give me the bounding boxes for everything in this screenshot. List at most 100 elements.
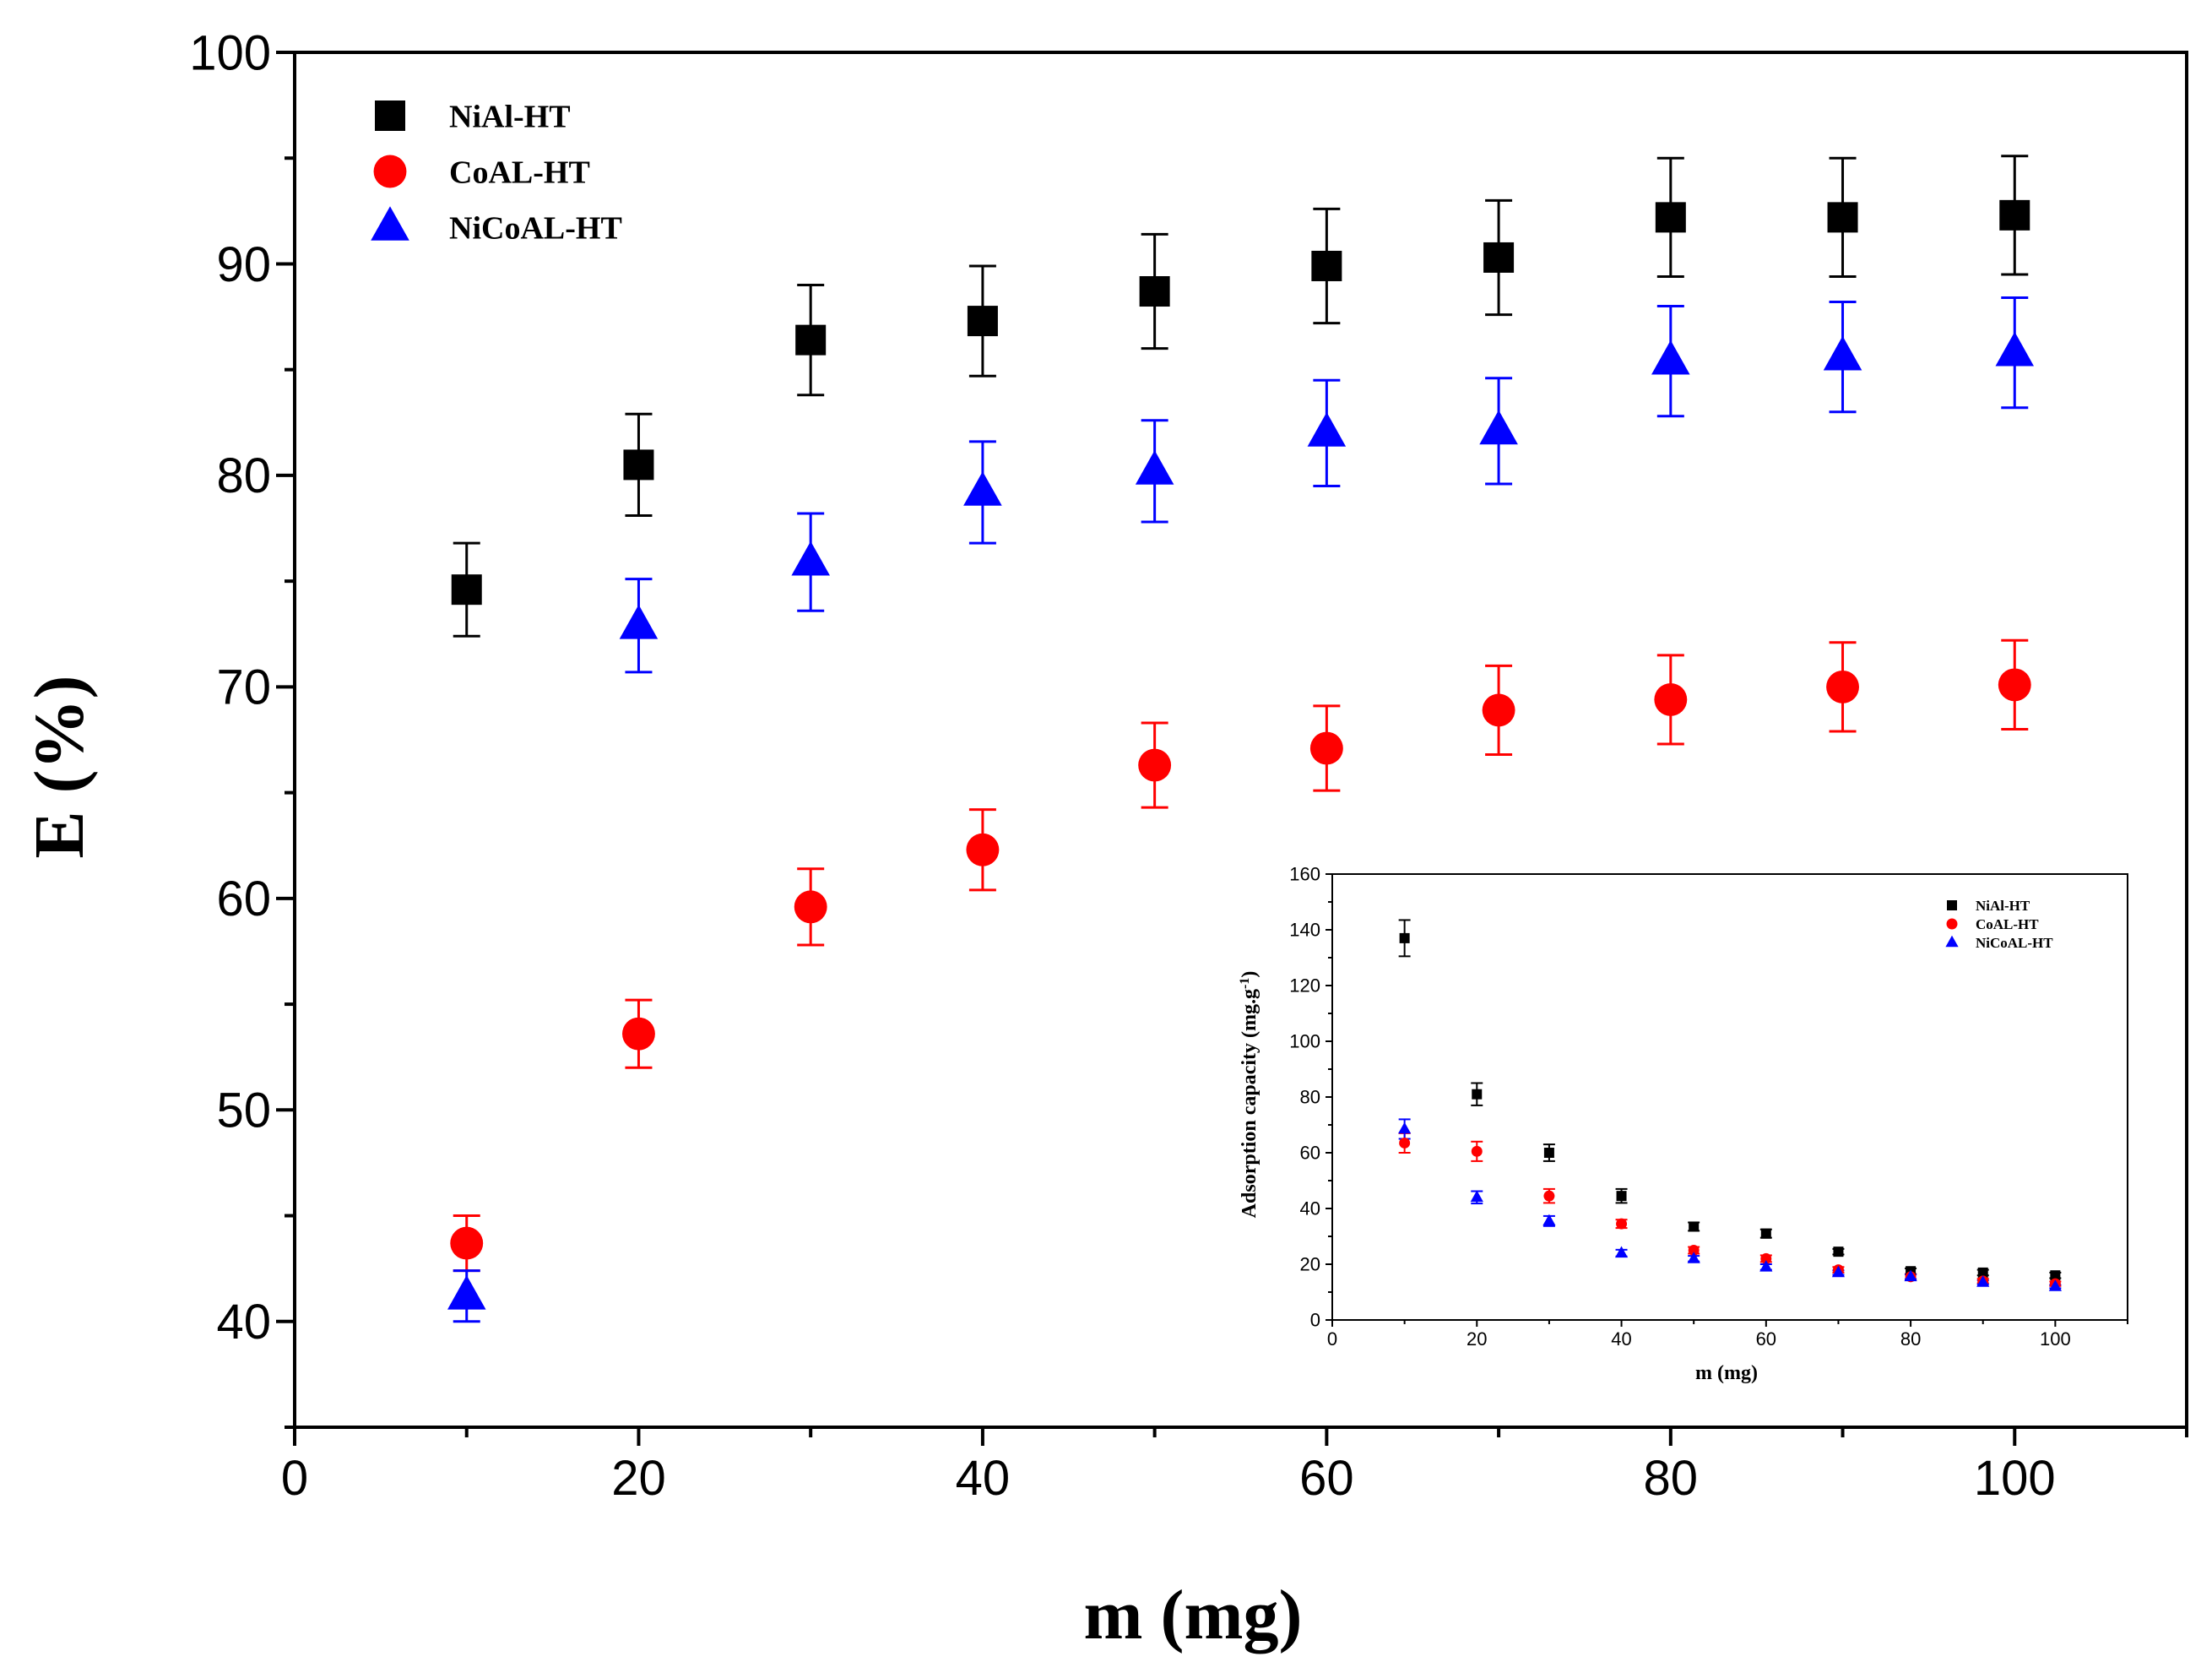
inset-nial-ht-point [2050,1270,2061,1281]
inset-x-tick-label: 0 [1327,1328,1337,1350]
inset-nicoal-ht-legend-label: NiCoAL-HT [1976,935,2053,951]
inset-legend: NiAl-HT CoAL-HT NiCoAL-HT [1945,898,2053,951]
main-y-tick-label: 90 [216,237,271,292]
main-x-axis-label: m (mg) [1084,1576,1303,1654]
main-axes [293,51,2188,1429]
inset-x-tick-label: 60 [1756,1328,1776,1350]
inset-nial-ht-legend-label: NiAl-HT [1976,898,2030,914]
inset-coal-ht-point [1399,1137,1411,1149]
inset-x-tick-label: 100 [2040,1328,2071,1350]
inset-nicoal-ht-point [1470,1190,1483,1203]
inset-nicoal-ht-point [2048,1279,2062,1291]
main-coal-ht-point [966,833,1000,866]
main-nicoal-ht-legend-label: NiCoAL-HT [449,210,622,246]
main-coal-ht-point [1654,682,1688,716]
main-legend: NiAl-HT CoAL-HT NiCoAL-HT [371,99,622,246]
inset-coal-ht-point [1616,1218,1628,1230]
inset-nicoal-ht-legend-marker [1945,935,1959,948]
main-nicoal-ht-point [619,605,659,639]
main-nial-ht-point [967,306,998,337]
inset-errorbars [1398,919,2062,1290]
inset-y-tick-label: 40 [1300,1198,1320,1219]
main-x-tick-label: 40 [956,1451,1011,1506]
inset-x-axis-label: m (mg) [1695,1362,1758,1384]
main-plot: 0 20 40 60 80 100 40 50 60 70 80 90 100 NiAl-HT CoAL-… [20,25,2188,1654]
inset-nial-ht-point [1689,1221,1700,1232]
main-nial-ht-legend-marker [375,100,405,131]
main-nial-ht-point [1311,250,1342,281]
inset-nicoal-ht-point [1904,1269,1917,1282]
inset-nicoal-ht-point [1976,1275,1990,1287]
inset-y-axis-label-superscript: -1 [1238,978,1252,989]
main-nicoal-ht-point [1995,331,2034,367]
inset-nial-ht-point [1833,1246,1844,1257]
inset-coal-ht-point [1760,1252,1772,1264]
main-nial-ht-legend-label: NiAl-HT [449,99,571,134]
main-nial-ht-point [1655,202,1686,233]
main-plot-frame [293,51,2188,1429]
inset-nicoal-ht-point [1398,1122,1412,1134]
inset-nicoal-ht-point [1759,1260,1773,1272]
inset-y-axis-label-close: ) [1239,971,1261,978]
main-nicoal-ht-legend-marker [371,206,409,241]
main-nicoal-ht-point [963,471,1002,506]
main-y-tick-label: 100 [189,25,271,80]
inset-y-axis-label: Adsorption capacity (mg.g-1) [1238,971,1261,1219]
main-y-tick-label: 40 [216,1295,271,1350]
main-nial-ht-point [623,449,654,481]
main-nial-ht-point [1999,199,2030,231]
main-nial-ht-point [451,574,482,606]
inset-coal-ht-point [1688,1245,1700,1256]
inset-nicoal-ht-point [1831,1265,1845,1278]
inset-nial-ht-point [1977,1267,1988,1278]
main-coal-ht-point [1482,693,1515,727]
inset-x-tick-label: 20 [1467,1328,1487,1350]
main-x-tick-label: 0 [281,1451,308,1506]
main-coal-ht-point [1826,670,1859,703]
inset-coal-ht-point [1543,1190,1555,1202]
main-coal-ht-legend-marker [373,155,407,188]
main-y-tick-label: 70 [216,660,271,715]
inset-nial-ht-point [1616,1191,1627,1202]
main-nial-ht-point [1827,202,1858,233]
inset-nial-ht-point [1543,1148,1554,1158]
inset-markers [1398,932,2062,1291]
inset-y-tick-label: 80 [1300,1087,1320,1108]
inset-y-tick-label: 160 [1289,864,1320,885]
inset-plot: 0 20 40 60 80 100 0 20 40 60 80 100 120 140 160 NiAl-H… [1238,864,2128,1384]
inset-x-tick-label: 80 [1900,1328,1921,1350]
inset-coal-ht-legend-label: CoAL-HT [1976,916,2039,932]
main-coal-ht-point [622,1017,655,1051]
inset-y-tick-label: 60 [1300,1143,1320,1164]
main-y-tick-label: 50 [216,1084,271,1138]
inset-nial-ht-point [1472,1089,1483,1100]
main-coal-ht-point [1138,748,1172,782]
main-y-tick-label: 60 [216,872,271,926]
inset-nial-ht-legend-marker [1947,900,1957,910]
main-nial-ht-point [1483,242,1515,273]
main-coal-ht-point [450,1226,484,1260]
inset-coal-ht-legend-marker [1946,918,1958,930]
main-y-axis-label: E (%) [20,676,99,859]
inset-y-tick-label: 140 [1289,920,1320,941]
main-x-tick-label: 80 [1644,1451,1699,1506]
main-y-tick-label: 80 [216,448,271,503]
main-coal-ht-point [1998,668,2031,702]
main-ticks: 0 20 40 60 80 100 40 50 60 70 80 90 100 [189,25,2188,1506]
inset-nial-ht-point [1399,932,1410,943]
inset-y-tick-label: 120 [1289,975,1320,997]
inset-x-tick-label: 40 [1611,1328,1631,1350]
inset-y-tick-label: 0 [1310,1310,1320,1331]
main-x-tick-label: 20 [611,1451,666,1506]
main-x-tick-label: 60 [1299,1451,1354,1506]
main-nicoal-ht-point [1823,335,1862,371]
main-coal-ht-point [794,890,827,924]
inset-y-tick-label: 100 [1289,1031,1320,1052]
main-nicoal-ht-point [1651,339,1690,375]
inset-nicoal-ht-point [1687,1252,1700,1263]
main-nicoal-ht-point [1479,410,1518,445]
inset-coal-ht-point [1471,1145,1483,1157]
main-coal-ht-point [1309,731,1343,765]
main-nicoal-ht-point [1307,412,1347,447]
